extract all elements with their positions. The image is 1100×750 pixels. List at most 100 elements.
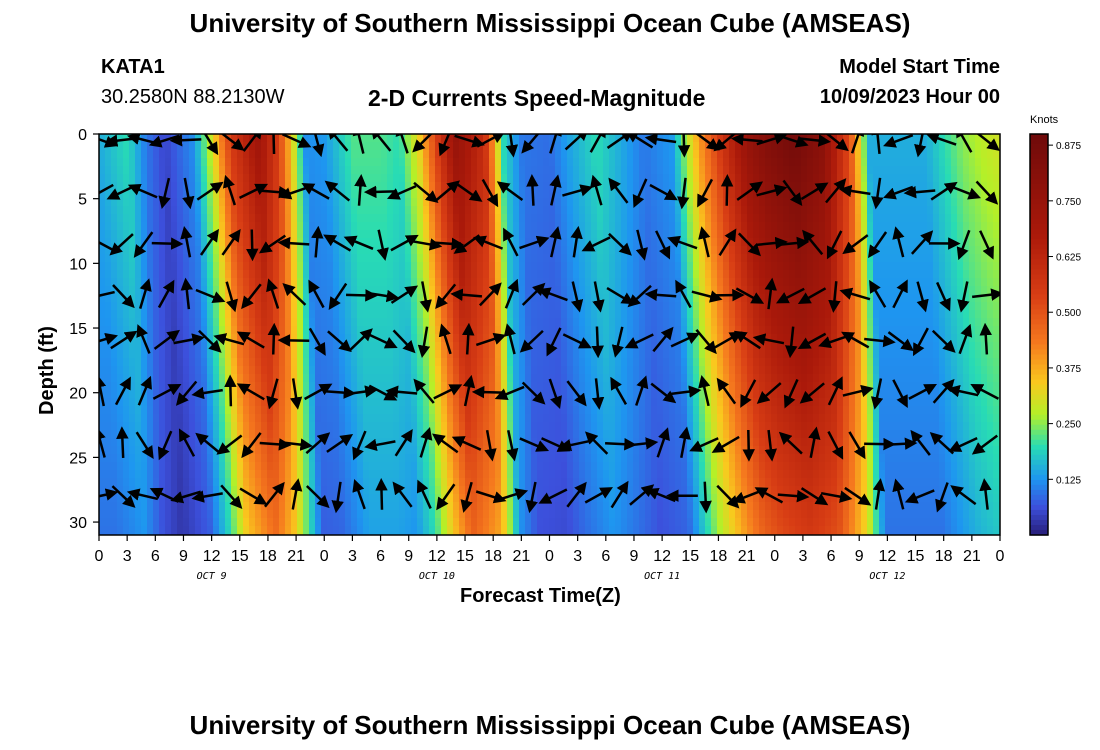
current-arrow xyxy=(864,334,896,348)
current-arrow xyxy=(870,378,884,410)
current-arrow xyxy=(624,333,654,349)
current-arrow xyxy=(216,434,243,455)
current-arrow xyxy=(548,378,562,410)
current-arrow xyxy=(564,134,589,151)
current-arrow xyxy=(828,281,841,313)
current-arrow xyxy=(494,385,525,401)
current-arrow xyxy=(375,477,388,510)
current-arrow xyxy=(697,178,714,208)
current-arrow xyxy=(220,484,243,509)
current-arrow xyxy=(820,490,853,503)
x-tick-label: 15 xyxy=(681,548,699,565)
x-tick-label: 12 xyxy=(653,548,671,565)
current-arrow xyxy=(756,134,788,146)
current-arrow xyxy=(110,330,138,350)
current-arrow xyxy=(676,177,690,210)
current-arrow xyxy=(979,322,992,355)
current-arrow xyxy=(581,236,611,252)
current-arrow xyxy=(827,430,844,460)
current-arrow xyxy=(222,174,236,206)
current-arrow xyxy=(137,375,152,406)
current-arrow xyxy=(777,236,810,250)
current-arrow xyxy=(979,230,994,260)
current-arrow xyxy=(196,181,224,201)
current-arrow xyxy=(506,430,519,462)
current-arrow xyxy=(349,328,373,352)
page-title-bottom: University of Southern Mississippi Ocean… xyxy=(189,710,911,740)
current-arrow xyxy=(345,385,378,398)
current-arrow xyxy=(127,183,158,199)
current-arrow xyxy=(716,377,737,405)
current-arrow xyxy=(546,327,562,357)
current-arrow xyxy=(971,288,1000,301)
current-arrow xyxy=(519,235,550,250)
current-arrow xyxy=(352,134,365,154)
colorbar-tick-label: 0.500 xyxy=(1056,308,1081,319)
current-arrow xyxy=(521,134,540,154)
y-tick-label: 5 xyxy=(78,192,87,209)
current-arrow xyxy=(157,430,173,461)
current-arrow xyxy=(675,279,692,309)
current-arrow xyxy=(308,279,325,309)
current-arrow xyxy=(584,487,614,504)
current-arrow xyxy=(872,478,886,510)
current-arrow xyxy=(957,281,970,313)
current-arrow xyxy=(778,431,803,455)
x-tick-label: 12 xyxy=(203,548,221,565)
current-arrow xyxy=(282,283,307,306)
current-arrow xyxy=(916,281,929,313)
current-arrow xyxy=(195,288,226,303)
current-arrow xyxy=(175,380,198,406)
current-arrow xyxy=(525,481,538,514)
current-arrow xyxy=(239,487,268,505)
current-arrow xyxy=(432,433,459,454)
current-arrow xyxy=(416,479,432,509)
current-arrow xyxy=(950,485,977,506)
current-arrow xyxy=(698,374,711,407)
current-arrow xyxy=(644,288,677,302)
current-arrow xyxy=(327,330,352,353)
current-arrow xyxy=(267,134,280,155)
current-arrow xyxy=(367,289,400,303)
y-tick-label: 10 xyxy=(69,256,87,273)
current-arrow xyxy=(756,184,788,197)
current-arrow xyxy=(519,437,550,452)
current-arrow xyxy=(519,329,544,353)
current-arrow xyxy=(735,287,765,304)
x-tick-label: 6 xyxy=(376,548,385,565)
current-arrow xyxy=(711,435,740,453)
current-arrow xyxy=(497,488,529,502)
y-tick-label: 30 xyxy=(69,515,87,532)
current-arrow xyxy=(471,385,504,399)
current-arrow xyxy=(136,324,151,354)
current-arrow xyxy=(99,235,114,252)
current-arrow xyxy=(385,385,418,398)
current-arrow xyxy=(354,174,367,206)
current-arrow xyxy=(848,431,866,460)
x-tick-label: 21 xyxy=(287,548,305,565)
current-arrow xyxy=(410,238,443,251)
current-arrow xyxy=(305,432,331,455)
current-arrow xyxy=(503,323,516,355)
current-arrow xyxy=(158,177,171,210)
current-arrow xyxy=(756,382,782,404)
current-vectors xyxy=(99,134,1000,514)
current-arrow xyxy=(180,277,193,310)
current-arrow xyxy=(238,183,269,200)
current-arrow xyxy=(99,488,119,501)
current-arrow xyxy=(180,226,193,258)
current-arrow xyxy=(496,181,524,202)
y-tick-label: 25 xyxy=(69,450,87,467)
current-arrow xyxy=(971,434,999,455)
x-tick-label: 6 xyxy=(827,548,836,565)
current-arrow xyxy=(566,481,587,508)
current-arrow xyxy=(481,178,499,208)
current-arrow xyxy=(775,287,805,304)
x-tick-label: 6 xyxy=(601,548,610,565)
current-arrow xyxy=(883,134,914,148)
colorbar-tick-label: 0.750 xyxy=(1056,197,1081,208)
current-arrow xyxy=(570,281,584,313)
colorbar: 0.875 0.750 0.625 0.500 0.375 0.250 0.125 xyxy=(1029,133,1081,536)
model-start-value: 10/09/2023 Hour 00 xyxy=(819,86,1000,108)
current-arrow xyxy=(394,429,413,457)
